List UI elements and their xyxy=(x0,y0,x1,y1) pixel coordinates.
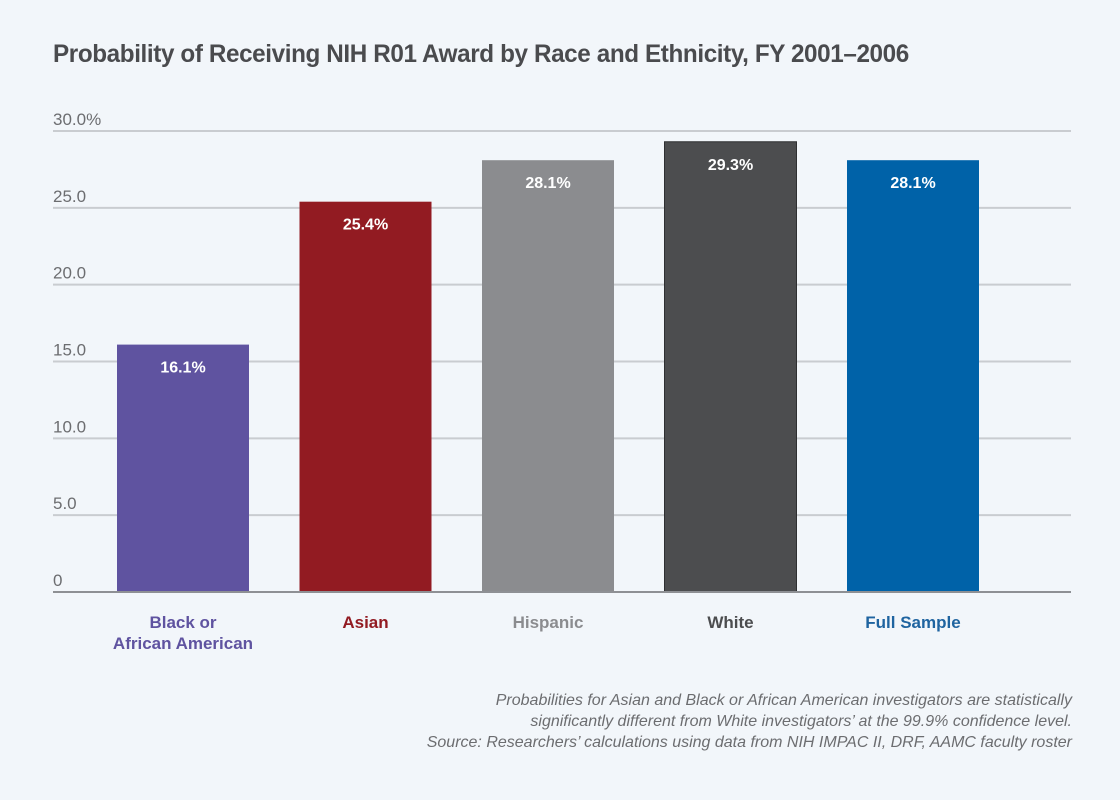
y-tick-label: 10.0 xyxy=(53,417,86,436)
bar xyxy=(299,201,432,593)
x-tick-label: Black or xyxy=(149,613,216,632)
y-tick-label: 20.0 xyxy=(53,264,86,283)
bars xyxy=(117,141,979,593)
footnote: Probabilities for Asian and Black or Afr… xyxy=(427,690,1072,753)
x-tick-label: African American xyxy=(113,634,253,653)
y-tick-label: 30.0% xyxy=(53,110,101,129)
bar-value-label: 16.1% xyxy=(160,360,205,377)
y-tick-label: 5.0 xyxy=(53,494,77,513)
y-tick-label: 25.0 xyxy=(53,187,86,206)
y-axis-ticks: 0 5.0 10.0 15.0 20.0 25.0 30.0% xyxy=(53,110,101,590)
chart-title: Probability of Receiving NIH R01 Award b… xyxy=(53,40,909,68)
y-tick-label: 0 xyxy=(53,571,62,590)
x-tick-label: Hispanic xyxy=(513,613,584,632)
source-line: Source: Researchers’ calculations using … xyxy=(426,734,1072,751)
x-tick-label: White xyxy=(707,613,753,632)
bar xyxy=(117,344,249,592)
bar-value-labels: 16.1% 25.4% 28.1% 29.3% 28.1% xyxy=(160,157,935,377)
footnote-line-1: Probabilities for Asian and Black or Afr… xyxy=(495,692,1072,709)
bar-value-label: 28.1% xyxy=(890,175,935,192)
x-axis-labels: Black or African American Asian Hispanic Whi… xyxy=(113,613,961,653)
bar-value-label: 29.3% xyxy=(708,157,753,174)
bar-value-label: 28.1% xyxy=(525,175,570,192)
footnote-line-2: significantly different from White inves… xyxy=(530,713,1072,730)
x-tick-label: Full Sample xyxy=(865,613,960,632)
y-tick-label: 15.0 xyxy=(53,341,86,360)
bar xyxy=(482,160,614,593)
bar xyxy=(847,160,979,593)
bar-value-label: 25.4% xyxy=(343,217,388,234)
x-tick-label: Asian xyxy=(342,613,388,632)
bar xyxy=(664,141,797,593)
